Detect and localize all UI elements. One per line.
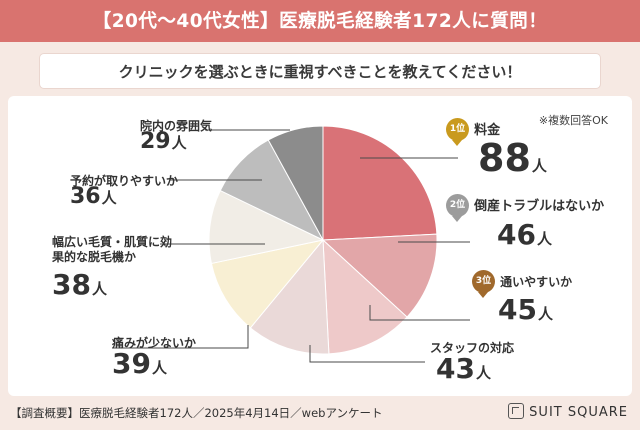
unit-1: 人 <box>531 157 547 175</box>
label-2: 2位 倒産トラブルはないか <box>446 194 605 222</box>
logo-icon <box>508 403 525 419</box>
question-text: クリニックを選ぶときに重視すべきことを教えてください！ <box>118 63 522 81</box>
label-8: 院内の雰囲気 <box>140 115 212 134</box>
category-label-4: スタッフの対応 <box>430 341 515 355</box>
category-label-5: 痛みが少ないか <box>112 336 197 350</box>
leader-line-3 <box>369 305 470 321</box>
value-number-3: 45 <box>498 293 537 326</box>
question-box: クリニックを選ぶときに重視すべきことを教えてください！ <box>40 54 600 88</box>
value-number-5: 39 <box>112 347 151 380</box>
rank-1-badge: 1位 <box>446 118 469 146</box>
unit-3: 人 <box>537 305 553 323</box>
value-number-6: 38 <box>52 268 91 301</box>
unit-7: 人 <box>101 189 117 207</box>
unit-5: 人 <box>151 359 167 377</box>
pie-slice-8 <box>267 125 324 241</box>
value-number-8: 29 <box>140 129 171 154</box>
value-8: 29人 <box>140 129 187 154</box>
pie-slice-1 <box>322 125 438 241</box>
multiple-answer-note: ※複数回答OK <box>538 114 608 127</box>
value-3: 45人 <box>498 293 553 326</box>
leader-line-4 <box>309 345 425 363</box>
pie-slice-6 <box>208 189 325 265</box>
value-6: 38人 <box>52 268 107 301</box>
rank-3-badge: 3位 <box>472 270 495 298</box>
value-number-4: 43 <box>436 352 475 385</box>
category-label-8: 院内の雰囲気 <box>140 119 213 133</box>
value-2: 46人 <box>497 218 552 251</box>
brand-logo: SUIT SQUARE <box>508 403 628 420</box>
label-5: 痛みが少ないか <box>112 332 196 351</box>
value-4: 43人 <box>436 352 491 385</box>
value-number-7: 36 <box>70 184 101 209</box>
label-1: 1位 料金 <box>446 118 501 146</box>
label-7: 予約が取りやすいか <box>70 170 178 189</box>
category-label-6: 幅広い毛質・肌質に効果的な脱毛機か <box>52 235 173 264</box>
survey-summary: 【調査概要】医療脱毛経験者172人／2025年4月14日／webアンケート <box>10 406 383 420</box>
value-number-2: 46 <box>497 218 536 251</box>
label-3: 3位 通いやすいか <box>472 270 573 298</box>
label-4: スタッフの対応 <box>430 337 514 356</box>
value-number-1: 88 <box>478 136 531 180</box>
pie-slice-2 <box>321 233 438 318</box>
header-banner <box>0 0 640 42</box>
category-label-2: 倒産トラブルはないか <box>474 199 605 214</box>
category-label-1: 料金 <box>474 123 501 138</box>
unit-6: 人 <box>91 280 107 298</box>
unit-4: 人 <box>475 364 491 382</box>
pie-slice-4 <box>249 238 330 355</box>
category-label-7: 予約が取りやすいか <box>70 174 179 188</box>
category-label-3: 通いやすいか <box>500 275 573 289</box>
pie-slice-5 <box>210 239 325 329</box>
value-7: 36人 <box>70 184 117 209</box>
page-title: 【20代〜40代女性】医療脱毛経験者172人に質問！ <box>92 11 548 32</box>
unit-2: 人 <box>536 230 552 248</box>
value-5: 39人 <box>112 347 167 380</box>
unit-8: 人 <box>171 134 187 152</box>
rank-2-badge: 2位 <box>446 194 469 222</box>
leader-line-5 <box>112 325 249 349</box>
pie-slice-3 <box>322 238 408 355</box>
value-1: 88人 <box>478 136 547 180</box>
